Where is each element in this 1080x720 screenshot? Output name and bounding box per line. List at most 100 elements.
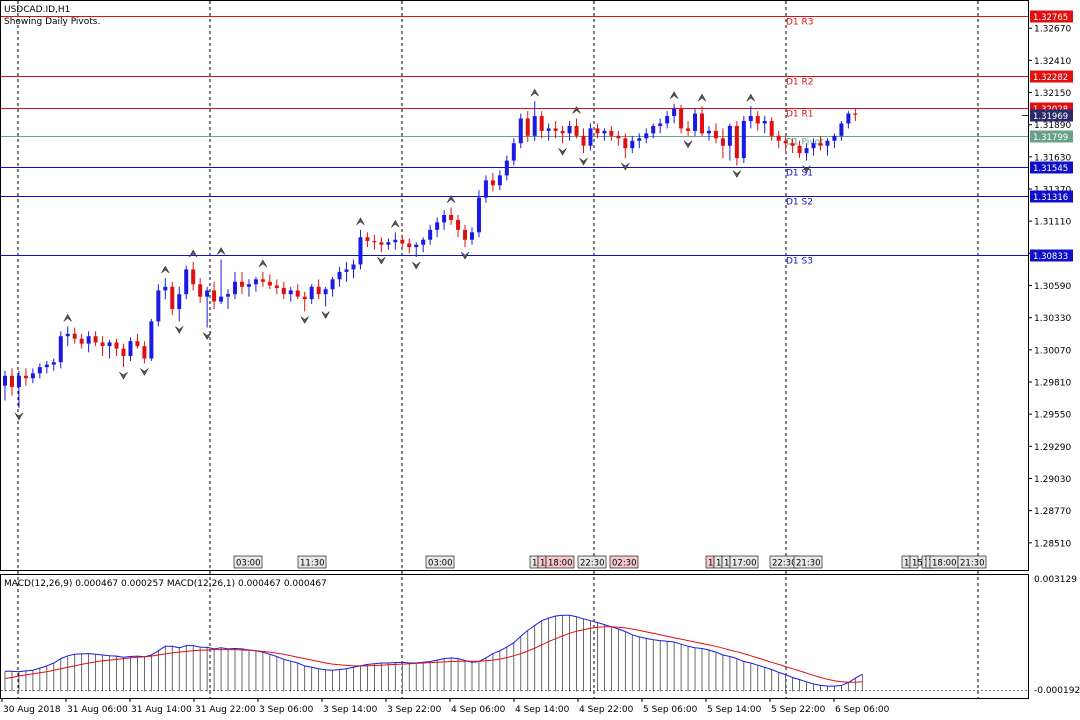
- price-tick-label: 1.29290: [1034, 443, 1071, 453]
- bull-candle: [386, 242, 391, 245]
- bull-candle: [344, 269, 349, 272]
- session-tag-label: 17:00: [732, 559, 757, 569]
- bear-candle: [686, 128, 691, 131]
- bear-candle: [191, 269, 196, 285]
- bull-candle: [177, 294, 182, 310]
- fractal-down-marker: [412, 261, 421, 270]
- session-tag-box: [545, 555, 575, 569]
- bull-candle: [253, 279, 258, 285]
- bear-candle: [734, 125, 739, 159]
- bear-candle: [316, 286, 321, 295]
- bull-candle: [469, 232, 474, 240]
- bear-candle: [79, 338, 84, 344]
- bear-candle: [595, 128, 600, 134]
- bull-candle: [693, 113, 698, 131]
- bull-candle: [323, 289, 328, 295]
- bull-candle: [351, 264, 356, 270]
- bear-candle: [553, 128, 558, 131]
- pivot-label-s2: D1 S2: [786, 198, 813, 208]
- bull-candle: [58, 336, 63, 363]
- bear-candle: [720, 138, 725, 146]
- price-tick-label: 1.29030: [1034, 475, 1071, 485]
- current-price-tag-bg: [1030, 109, 1073, 122]
- time-label: 5 Sep 06:00: [643, 705, 698, 715]
- bull-candle: [37, 367, 42, 374]
- fractal-down-marker: [14, 412, 24, 421]
- session-tag-label: 02:30: [612, 559, 637, 569]
- pivot-lines: D1 R3 D1 R2 D1 R1 D1 Pivot D1 S1 D1 S2 D1 S3: [1, 16, 1028, 267]
- time-axis: 30 Aug 2018 31 Aug 06:00 31 Aug 14:00 31 Au…: [1, 698, 890, 715]
- pivot-tag-s3: 1.30833: [1033, 252, 1068, 262]
- bear-candle: [490, 180, 495, 186]
- bear-candle: [783, 140, 788, 144]
- price-tick-label: 1.32410: [1034, 57, 1071, 67]
- bull-candle: [246, 284, 251, 287]
- price-tick-label: 1.28770: [1034, 507, 1071, 517]
- bull-candle: [226, 294, 231, 297]
- bull-candle: [630, 140, 635, 149]
- bull-candle: [163, 286, 168, 291]
- bull-candle: [435, 222, 440, 230]
- bear-candle: [302, 296, 307, 300]
- price-tick-label: 1.32150: [1034, 89, 1071, 99]
- bull-candle: [511, 143, 516, 161]
- bear-candle: [135, 341, 140, 347]
- fractal-up-marker: [669, 91, 679, 99]
- fractal-down-marker: [558, 148, 567, 156]
- bull-candle: [741, 120, 746, 159]
- pivot-label-r2: D1 R2: [786, 78, 814, 88]
- bull-candle: [428, 229, 433, 240]
- price-tick-label: 1.30590: [1034, 282, 1071, 292]
- fractal-down-marker: [202, 332, 212, 341]
- session-tag-box: [609, 555, 639, 569]
- pivot-tag-bg-r3: [1030, 10, 1073, 23]
- bear-candle: [769, 120, 774, 136]
- fractal-up-marker: [258, 259, 268, 268]
- bear-candle: [72, 333, 77, 339]
- bear-candle: [818, 143, 823, 146]
- session-tag-box: [233, 555, 263, 569]
- bull-candle: [330, 279, 335, 290]
- bull-candle: [644, 133, 649, 139]
- bull-candle: [504, 160, 509, 176]
- bull-candle: [672, 108, 677, 117]
- time-label: 5 Sep 22:00: [771, 705, 826, 715]
- session-tag-label: 18:00: [548, 559, 573, 569]
- pivot-tag-bg-s1: [1030, 161, 1073, 174]
- fractal-up-marker: [746, 93, 756, 102]
- bear-candle: [281, 287, 286, 295]
- session-tag-label: 15: [912, 559, 923, 569]
- bull-candle: [588, 128, 593, 146]
- bear-candle: [198, 284, 203, 297]
- bear-candle: [790, 143, 795, 146]
- pivot-label-r3: D1 R3: [786, 18, 814, 28]
- bear-candle: [9, 375, 14, 387]
- price-tick-label: 1.31110: [1034, 218, 1071, 228]
- time-label: 30 Aug 2018: [3, 705, 61, 715]
- bull-candle: [706, 130, 711, 134]
- macd-axis: 0.003129 -0.000192: [1034, 575, 1080, 696]
- pivot-tag-bg-r2: [1030, 70, 1073, 83]
- bull-candle: [476, 197, 481, 233]
- bull-candle: [762, 120, 767, 124]
- bear-candle: [755, 116, 760, 124]
- bull-candle: [839, 123, 844, 136]
- session-tag-label: 03:00: [428, 559, 453, 569]
- bull-candle: [393, 239, 398, 243]
- bull-candle: [567, 125, 572, 134]
- pivot-label-r1: D1 R1: [786, 110, 814, 120]
- bull-candle: [205, 290, 210, 297]
- bull-candle: [518, 118, 523, 144]
- bull-candle: [602, 130, 607, 134]
- fractal-up-marker: [63, 313, 72, 322]
- bear-candle: [274, 285, 279, 288]
- symbol-title: USDCAD.ID,H1: [4, 5, 70, 15]
- macd-bottom-label: -0.000192: [1034, 686, 1080, 696]
- session-tags: 03:00 11:30 03:00 1 1 18:00 22:30 02:30 1 1 1 17:00…: [233, 555, 987, 569]
- fractal-up-marker: [356, 217, 365, 226]
- bull-candle: [288, 290, 293, 295]
- bull-candle: [16, 375, 21, 387]
- bull-candle: [727, 125, 732, 146]
- macd-main-line: [5, 614, 863, 687]
